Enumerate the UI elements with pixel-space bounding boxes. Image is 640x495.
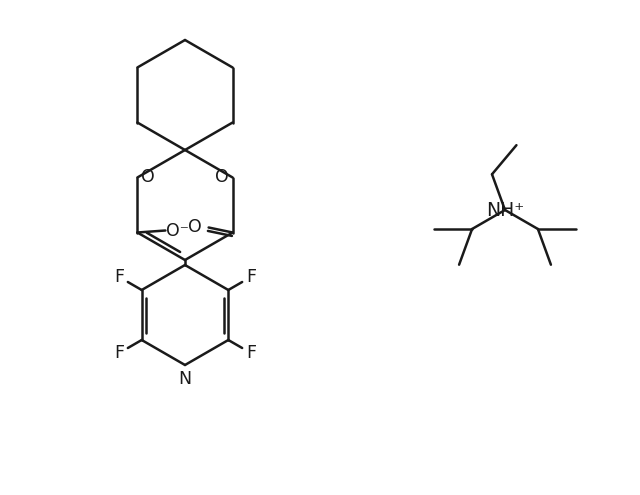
- Text: O: O: [215, 168, 228, 187]
- Text: O⁻: O⁻: [166, 221, 189, 240]
- Text: O: O: [141, 168, 156, 187]
- Text: F: F: [246, 344, 256, 362]
- Text: O: O: [188, 218, 202, 237]
- Text: NH⁺: NH⁺: [486, 200, 524, 219]
- Text: F: F: [246, 268, 256, 286]
- Text: F: F: [114, 268, 124, 286]
- Text: F: F: [114, 344, 124, 362]
- Text: N: N: [179, 370, 191, 388]
